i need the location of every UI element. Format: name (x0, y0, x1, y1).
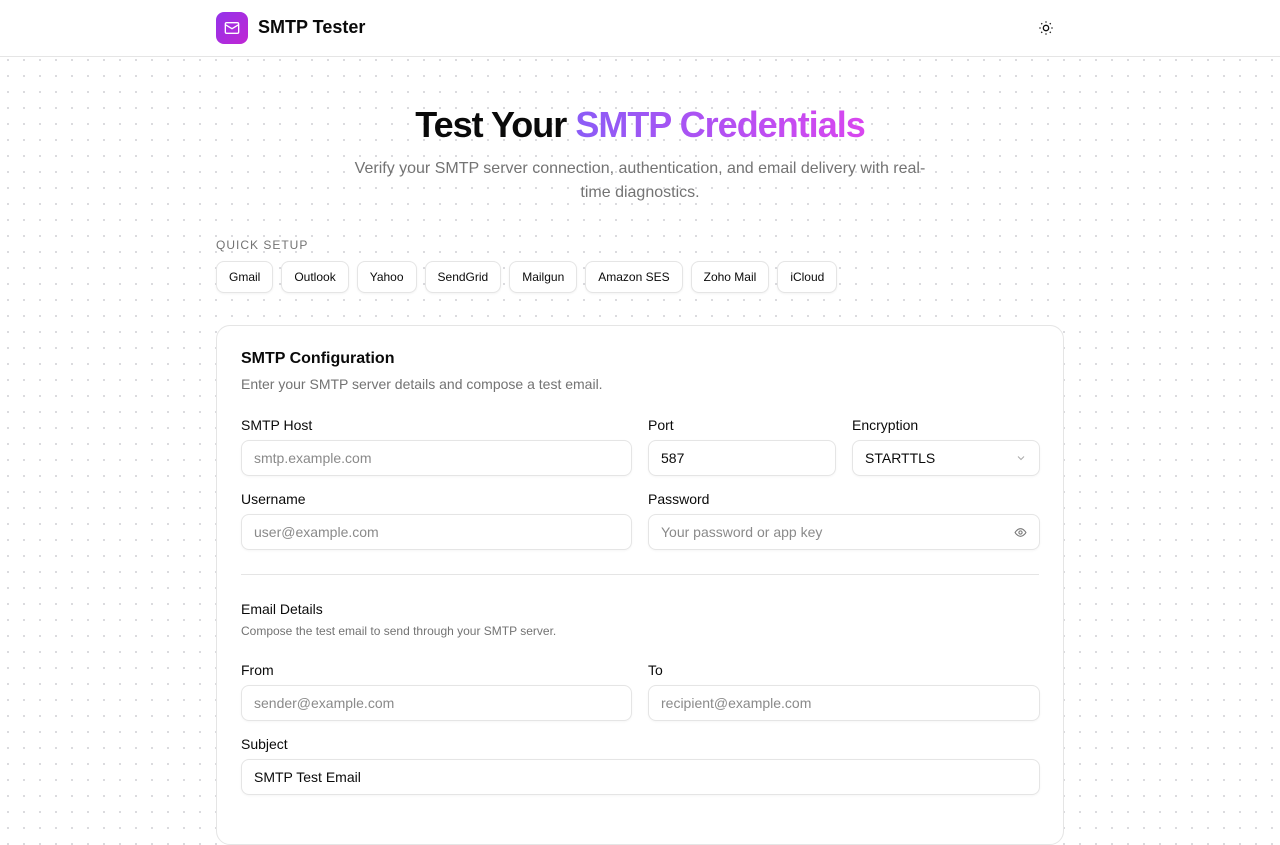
quick-setup-label: QUICK SETUP (216, 238, 309, 252)
sun-icon[interactable] (1034, 16, 1058, 40)
port-label: Port (648, 417, 674, 433)
page-title: Test Your SMTP Credentials (415, 104, 865, 145)
preset-zoho-mail[interactable]: Zoho Mail (690, 261, 770, 293)
subject-label: Subject (241, 736, 288, 752)
preset-gmail[interactable]: Gmail (216, 261, 274, 293)
email-details-title: Email Details (241, 601, 323, 617)
top-bar: SMTP Tester (0, 0, 1280, 57)
eye-icon[interactable] (1014, 526, 1027, 539)
encryption-select[interactable]: STARTTLS (852, 440, 1040, 476)
port-input[interactable]: 587 (648, 440, 836, 476)
chevron-down-icon (1017, 456, 1025, 461)
preset-icloud[interactable]: iCloud (777, 261, 838, 293)
host-label: SMTP Host (241, 417, 313, 433)
preset-amazon-ses[interactable]: Amazon SES (585, 261, 683, 293)
preset-outlook[interactable]: Outlook (281, 261, 349, 293)
password-placeholder: Your password or app key (661, 524, 823, 540)
host-placeholder: smtp.example.com (254, 450, 372, 466)
subject-input[interactable]: SMTP Test Email (241, 759, 1040, 795)
preset-list: Gmail Outlook Yahoo SendGrid Mailgun Ama… (216, 261, 838, 293)
to-input[interactable]: recipient@example.com (648, 685, 1040, 721)
preset-sendgrid[interactable]: SendGrid (424, 261, 502, 293)
app-title: SMTP Tester (258, 17, 366, 37)
encryption-label: Encryption (852, 417, 919, 433)
to-placeholder: recipient@example.com (661, 695, 812, 711)
card-description: Enter your SMTP server details and compo… (241, 376, 603, 392)
password-input[interactable]: Your password or app key (648, 514, 1040, 550)
host-input[interactable]: smtp.example.com (241, 440, 632, 476)
encryption-value: STARTTLS (865, 450, 936, 466)
page-subtitle: Verify your SMTP server connection, auth… (354, 160, 926, 201)
preset-mailgun[interactable]: Mailgun (509, 261, 578, 293)
username-placeholder: user@example.com (254, 524, 379, 540)
subject-value: SMTP Test Email (254, 769, 361, 785)
from-placeholder: sender@example.com (254, 695, 395, 711)
from-label: From (241, 662, 274, 678)
card-title: SMTP Configuration (241, 350, 395, 367)
username-label: Username (241, 491, 306, 507)
port-value: 587 (661, 450, 685, 466)
username-input[interactable]: user@example.com (241, 514, 632, 550)
divider (241, 574, 1039, 575)
from-input[interactable]: sender@example.com (241, 685, 632, 721)
mail-icon (216, 12, 248, 44)
preset-yahoo[interactable]: Yahoo (356, 261, 417, 293)
smtp-config-card: SMTP Configuration Enter your SMTP serve… (216, 325, 1064, 845)
password-label: Password (648, 491, 710, 507)
email-details-description: Compose the test email to send through y… (241, 624, 557, 638)
to-label: To (648, 662, 663, 678)
